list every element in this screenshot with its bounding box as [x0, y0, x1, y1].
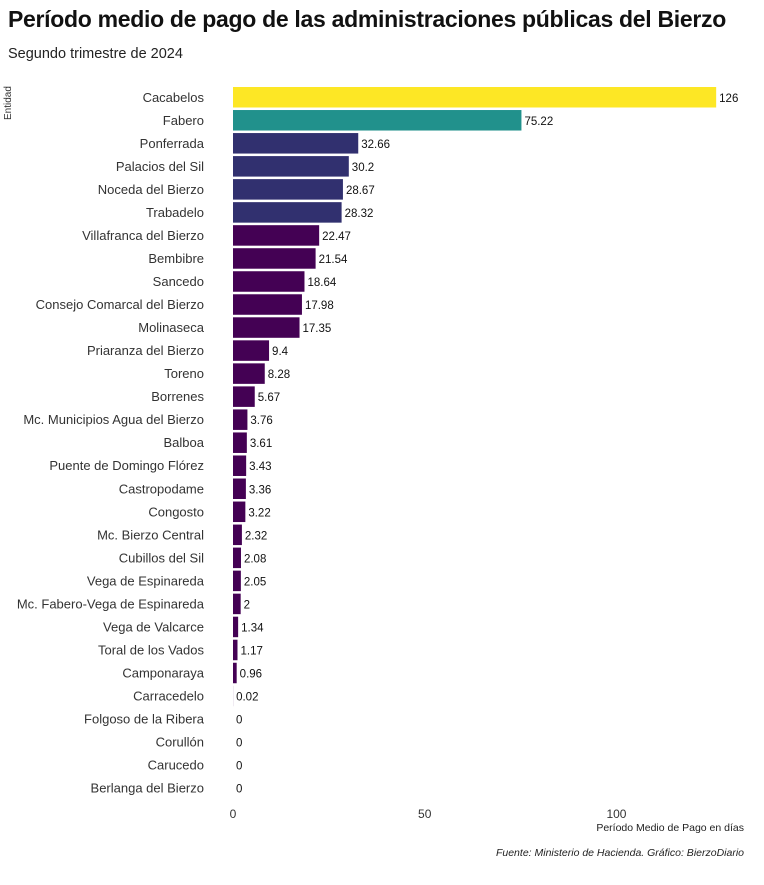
category-label: Villafranca del Bierzo — [82, 228, 204, 243]
bar — [233, 271, 305, 292]
category-label: Congosto — [148, 504, 204, 519]
category-label: Sancedo — [153, 274, 204, 289]
bar — [233, 179, 343, 200]
category-label: Puente de Domingo Flórez — [49, 458, 204, 473]
bar — [233, 409, 248, 430]
data-label: 3.61 — [250, 438, 272, 450]
bar — [233, 570, 241, 592]
data-label: 3.76 — [250, 415, 272, 427]
data-label: 5.67 — [258, 392, 280, 404]
category-label: Camponaraya — [122, 666, 204, 681]
bar — [233, 432, 247, 453]
bar — [233, 616, 239, 638]
category-label: Ponferrada — [140, 136, 205, 151]
category-label: Cubillos del Sil — [119, 550, 204, 565]
category-label: Bembibre — [148, 251, 204, 266]
category-label: Carucedo — [148, 758, 204, 773]
chart-title: Período medio de pago de las administrac… — [8, 6, 726, 32]
category-label: Palacios del Sil — [116, 159, 204, 174]
data-label: 3.43 — [249, 461, 271, 473]
data-label: 0.02 — [236, 692, 258, 704]
category-label: Castropodame — [119, 481, 204, 496]
category-label: Noceda del Bierzo — [98, 182, 204, 197]
data-label: 28.67 — [346, 185, 375, 197]
category-label: Vega de Valcarce — [103, 619, 204, 634]
category-label: Vega de Espinareda — [87, 573, 205, 588]
category-label: Cacabelos — [143, 90, 205, 105]
data-label: 0 — [236, 784, 242, 796]
bar — [233, 455, 247, 476]
data-label: 17.98 — [305, 300, 334, 312]
category-label: Consejo Comarcal del Bierzo — [36, 297, 204, 312]
bar — [233, 225, 320, 246]
bar — [233, 110, 522, 131]
category-label: Mc. Bierzo Central — [97, 527, 204, 542]
bar — [233, 133, 359, 154]
bar — [233, 340, 270, 361]
bar — [233, 386, 255, 407]
x-tick-label: 0 — [230, 807, 237, 821]
data-label: 0.96 — [240, 669, 262, 681]
data-label: 28.32 — [345, 208, 374, 220]
category-label: Borrenes — [151, 389, 204, 404]
chart-subtitle: Segundo trimestre de 2024 — [8, 46, 183, 62]
data-label: 3.36 — [249, 484, 271, 496]
data-label: 3.22 — [248, 507, 270, 519]
data-label: 22.47 — [322, 231, 351, 243]
category-label: Balboa — [164, 435, 205, 450]
bar — [233, 662, 237, 684]
bar — [233, 87, 717, 108]
x-axis-label: Período Medio de Pago en días — [596, 822, 744, 834]
data-label: 1.34 — [241, 622, 264, 634]
data-label: 32.66 — [361, 139, 390, 151]
data-label: 2.32 — [245, 530, 267, 542]
data-label: 1.17 — [240, 645, 262, 657]
category-label: Carracedelo — [133, 689, 204, 704]
bar — [233, 524, 242, 546]
data-label: 18.64 — [307, 277, 336, 289]
data-label: 9.4 — [272, 346, 289, 358]
category-label: Mc. Municipios Agua del Bierzo — [23, 412, 204, 427]
bar — [233, 639, 238, 661]
x-tick-label: 50 — [418, 807, 432, 821]
category-label: Mc. Fabero-Vega de Espinareda — [17, 596, 205, 611]
bar — [233, 478, 246, 500]
category-label: Molinaseca — [138, 320, 205, 335]
data-label: 8.28 — [268, 369, 290, 381]
data-label: 2 — [244, 599, 250, 611]
bar — [233, 294, 302, 315]
bar — [233, 363, 265, 384]
bar — [233, 547, 241, 569]
data-label: 2.08 — [244, 553, 266, 565]
data-label: 126 — [719, 93, 738, 105]
data-label: 21.54 — [319, 254, 348, 266]
bar — [233, 156, 349, 177]
data-label: 30.2 — [352, 162, 374, 174]
bar — [233, 501, 246, 523]
data-label: 0 — [236, 738, 242, 750]
category-label: Priaranza del Bierzo — [87, 343, 204, 358]
category-label: Corullón — [156, 735, 204, 750]
chart-caption: Fuente: Ministerio de Hacienda. Gráfico:… — [495, 847, 744, 859]
category-label: Folgoso de la Ribera — [84, 712, 205, 727]
category-label: Trabadelo — [146, 205, 204, 220]
category-label: Fabero — [163, 113, 204, 128]
category-label: Berlanga del Bierzo — [91, 781, 204, 796]
category-label: Toral de los Vados — [98, 642, 204, 657]
data-label: 75.22 — [524, 116, 553, 128]
x-tick-label: 100 — [606, 807, 626, 821]
category-label: Toreno — [164, 366, 204, 381]
bar — [233, 248, 316, 269]
bar — [233, 202, 342, 223]
data-label: 0 — [236, 715, 242, 727]
bar — [233, 593, 241, 615]
data-label: 2.05 — [244, 576, 266, 588]
data-label: 17.35 — [303, 323, 332, 335]
data-label: 0 — [236, 761, 242, 773]
bar — [233, 317, 300, 338]
